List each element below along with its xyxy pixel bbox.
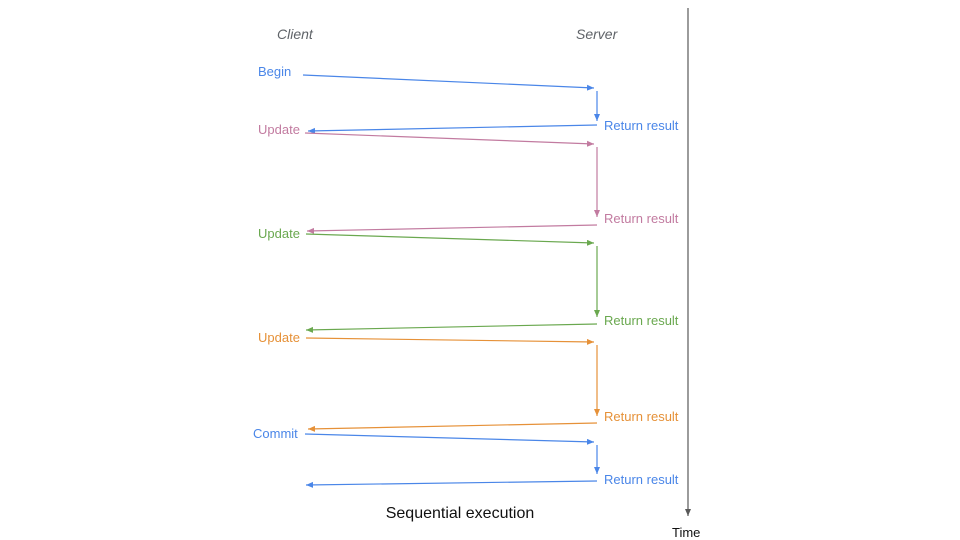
- diagram-caption: Sequential execution: [385, 505, 535, 522]
- request-arrow-3: [305, 233, 595, 246]
- return-result-label-5: Return result: [604, 472, 679, 487]
- return-result-label-2: Return result: [604, 211, 679, 226]
- time-axis-label: Time: [672, 525, 701, 540]
- return-arrow-4: [307, 422, 598, 432]
- return-result-label-4: Return result: [604, 409, 679, 424]
- request-arrow-4: [305, 337, 595, 345]
- operation-label-commit: Commit: [253, 426, 298, 441]
- return-result-label-1: Return result: [604, 118, 679, 133]
- return-arrow-3: [305, 323, 598, 333]
- request-arrow-2: [304, 132, 595, 147]
- request-arrow-1: [302, 74, 595, 91]
- operation-label-begin: Begin: [258, 64, 292, 79]
- operation-label-update-2: Update: [258, 226, 300, 241]
- client-column-header: Client: [277, 26, 313, 42]
- return-arrow-5: [305, 480, 598, 488]
- operation-label-update-1: Update: [258, 122, 300, 137]
- return-result-label-3: Return result: [604, 313, 679, 328]
- operation-label-update-3: Update: [258, 330, 300, 345]
- return-arrow-1: [307, 124, 598, 134]
- request-arrow-5: [304, 433, 595, 445]
- return-arrow-2: [306, 224, 598, 234]
- server-column-header: Server: [576, 26, 618, 42]
